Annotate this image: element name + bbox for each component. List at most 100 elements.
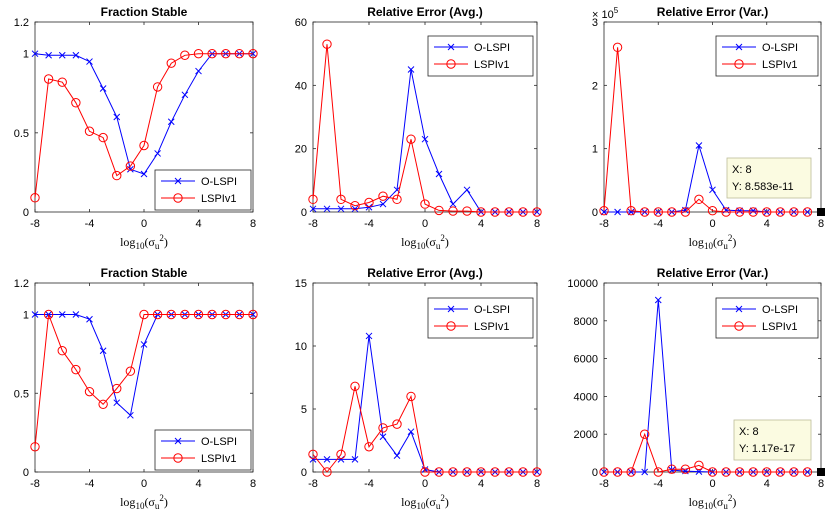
- data-point-circle-marker: [599, 206, 609, 216]
- data-point-circle-marker: [680, 207, 691, 217]
- x-tick-label: -4: [653, 218, 663, 230]
- series-lspiv1: [599, 42, 813, 217]
- marker-stroke: [140, 170, 148, 178]
- data-point-x-marker: [804, 208, 811, 216]
- data-point-x-marker: [709, 186, 716, 194]
- legend-marker: [735, 43, 743, 51]
- data-point-circle-marker: [694, 194, 704, 205]
- series-o-lspi: [31, 311, 257, 419]
- data-point-x-marker: [365, 203, 373, 211]
- y-tick-label: 3: [592, 17, 598, 29]
- data-point-circle-marker: [207, 309, 217, 320]
- chart-title: Relative Error (Var.): [657, 266, 768, 280]
- legend-box: [715, 35, 819, 77]
- legend-box: [715, 297, 819, 339]
- x-tick-label: 0: [422, 478, 428, 490]
- data-point-x-marker: [749, 207, 757, 215]
- data-point-circle-marker: [462, 467, 472, 477]
- data-point-circle-marker: [504, 467, 514, 477]
- data-point-x-marker: [99, 85, 107, 92]
- chart-title: Relative Error (Avg.): [367, 5, 483, 19]
- legend-label: O-LSPI: [201, 436, 237, 448]
- data-point-x-marker: [379, 200, 387, 208]
- data-point-circle-marker: [490, 207, 500, 217]
- datatip-anchor-marker[interactable]: [817, 468, 825, 476]
- x-tick-label: 8: [250, 218, 256, 230]
- series-lspiv1: [599, 429, 813, 477]
- marker-stroke: [435, 170, 443, 178]
- data-point-circle-marker: [112, 383, 122, 394]
- data-point-circle-marker: [653, 207, 663, 217]
- legend-marker: [734, 59, 744, 69]
- x-tick-label: -8: [308, 218, 318, 230]
- marker-stroke: [195, 67, 202, 75]
- data-point-circle-marker: [392, 419, 402, 429]
- marker-stroke: [31, 50, 39, 58]
- data-point-circle-marker: [420, 199, 430, 209]
- y-tick-label: 1: [592, 144, 598, 156]
- data-point-circle-marker: [336, 449, 346, 460]
- marker-stroke: [127, 165, 134, 173]
- legend-marker: [735, 305, 743, 313]
- data-point-circle-marker: [734, 207, 745, 217]
- data-point-circle-marker: [364, 442, 374, 452]
- data-point-circle-marker: [721, 207, 731, 217]
- legend-label: LSPIv1: [474, 59, 509, 71]
- datatip[interactable]: X: 8 Y: 8.583e-11: [726, 157, 825, 216]
- data-point-x-marker: [600, 208, 608, 216]
- legend: O-LSPI LSPIv1: [154, 169, 252, 211]
- marker-stroke: [337, 456, 345, 463]
- datatip-box: [726, 157, 812, 199]
- marker-stroke: [309, 205, 317, 213]
- data-point-circle-marker: [476, 207, 486, 217]
- data-point-circle-marker: [350, 200, 360, 211]
- data-point-x-marker: [72, 51, 80, 59]
- datatip[interactable]: X: 8 Y: 1.17e-17: [733, 419, 825, 476]
- y-tick-label: 1.2: [14, 17, 29, 29]
- data-point-circle-marker: [152, 309, 163, 320]
- marker-stroke: [86, 58, 93, 65]
- legend: O-LSPI LSPIv1: [715, 297, 819, 339]
- marker-stroke: [323, 205, 331, 213]
- x-tick-label: 4: [764, 218, 770, 230]
- marker-stroke: [58, 51, 66, 59]
- data-point-circle-marker: [639, 429, 650, 439]
- marker-stroke: [407, 428, 415, 436]
- marker-stroke: [365, 203, 373, 211]
- data-point-circle-marker: [378, 423, 388, 433]
- marker-stroke: [379, 200, 387, 208]
- y-tick-label: 0: [592, 467, 598, 479]
- y-tick-label: 0: [23, 207, 29, 219]
- y-tick-label: 0: [301, 207, 307, 219]
- data-point-circle-marker: [667, 464, 677, 474]
- marker-stroke: [393, 452, 401, 459]
- chart-panel: Relative Error (Avg.) -8 -4 0 4 8 0 5 10 15 log10(…: [295, 266, 542, 511]
- legend-label: LSPIv1: [762, 59, 797, 71]
- data-point-circle-marker: [30, 442, 40, 452]
- x-tick-label: -4: [364, 218, 374, 230]
- data-point-circle-marker: [420, 467, 430, 477]
- y-tick-label: 5: [301, 404, 307, 416]
- data-point-circle-marker: [207, 48, 217, 59]
- data-point-x-marker: [736, 207, 743, 215]
- data-point-x-marker: [45, 51, 52, 59]
- x-tick-label: 4: [478, 478, 484, 490]
- data-point-x-marker: [365, 332, 373, 340]
- series-line: [604, 432, 808, 473]
- data-point-circle-marker: [653, 467, 663, 477]
- data-point-circle-marker: [680, 464, 691, 474]
- data-point-circle-marker: [84, 126, 95, 136]
- x-tick-label: 0: [709, 478, 715, 490]
- data-point-circle-marker: [125, 161, 136, 171]
- legend-marker: [446, 59, 456, 69]
- data-point-circle-marker: [152, 82, 163, 92]
- data-point-circle-marker: [762, 467, 772, 477]
- legend-marker: [734, 321, 744, 331]
- marker-stroke: [627, 208, 635, 216]
- data-point-circle-marker: [504, 207, 514, 217]
- x-tick-label: -4: [85, 218, 95, 230]
- y-tick-label: 0: [23, 467, 29, 479]
- data-point-circle-marker: [802, 467, 813, 477]
- datatip-anchor-marker[interactable]: [817, 208, 825, 216]
- data-point-x-marker: [99, 347, 107, 355]
